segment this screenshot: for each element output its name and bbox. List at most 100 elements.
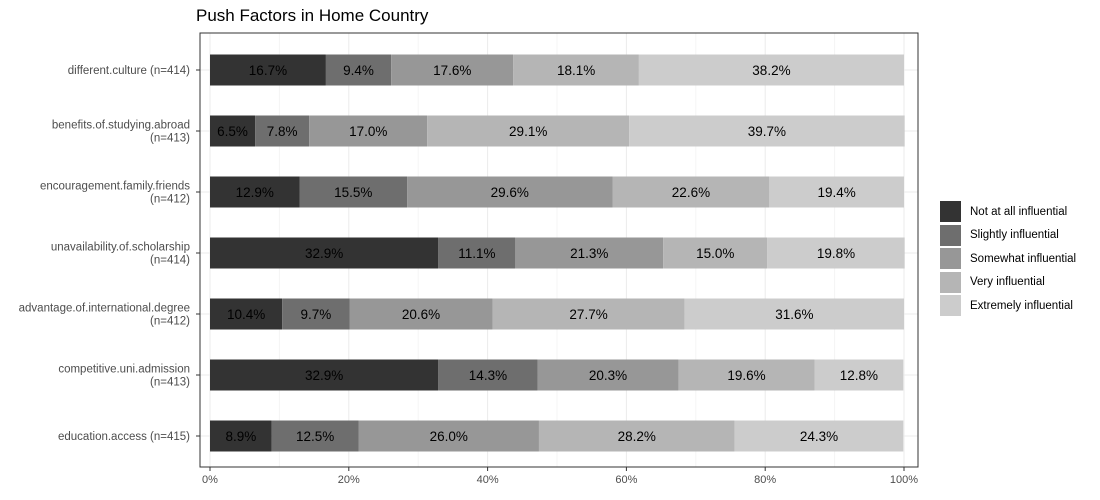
- legend-item: Extremely influential: [940, 294, 1076, 318]
- bar-segment: [769, 176, 904, 208]
- bar-segment: [309, 115, 428, 147]
- bar-segment: [537, 359, 679, 391]
- bar-value-label: 15.0%: [696, 246, 734, 261]
- bar-segment: [210, 176, 300, 208]
- bar-segment: [210, 420, 272, 452]
- legend-swatch: [940, 248, 961, 270]
- category-labels: different.culture (n=414) benefits.of.stu…: [19, 65, 200, 443]
- category-label: advantage.of.international.degree: [19, 303, 190, 315]
- bar-value-label: 21.3%: [570, 246, 608, 261]
- bar-labels: 16.7% 9.4% 17.6% 18.1% 38.2% 6.5% 7.8% 17.0% 29.…: [217, 63, 878, 444]
- category-label: education.access (n=415): [58, 431, 190, 443]
- legend-swatch: [940, 224, 961, 246]
- category-label: competitive.uni.admission: [58, 364, 190, 376]
- bar-segment: [515, 237, 664, 269]
- bar-segment: [814, 359, 904, 391]
- bar-segment: [513, 54, 639, 86]
- bar-value-label: 12.9%: [236, 185, 274, 200]
- bar-value-label: 6.5%: [217, 124, 248, 139]
- bar-segment: [629, 115, 905, 147]
- bar-segment: [612, 176, 770, 208]
- bar-segment: [271, 420, 359, 452]
- bar-value-label: 32.9%: [305, 246, 343, 261]
- x-tick-label: 100%: [890, 474, 918, 486]
- x-axis-ticks: 0% 20% 40% 60% 80% 100%: [202, 467, 918, 486]
- bar-segment: [210, 359, 439, 391]
- bar-value-label: 24.3%: [800, 429, 838, 444]
- bar-segment: [663, 237, 768, 269]
- legend-item: Very influential: [940, 271, 1076, 295]
- category-label: different.culture (n=414): [68, 65, 190, 77]
- bar-value-label: 10.4%: [227, 307, 265, 322]
- bar-segment: [684, 298, 904, 330]
- plot-panel-border: [199, 32, 919, 468]
- bar-value-label: 32.9%: [305, 368, 343, 383]
- bar-segment: [438, 359, 538, 391]
- bar-value-label: 11.1%: [458, 246, 495, 261]
- bar-segment: [358, 420, 539, 452]
- legend-label: Somewhat influential: [970, 252, 1077, 265]
- bar-segment: [538, 420, 735, 452]
- bar-value-label: 29.6%: [491, 185, 529, 200]
- bar-value-label: 22.6%: [672, 185, 710, 200]
- bar-segment: [282, 298, 350, 330]
- category-label: (n=413): [150, 377, 190, 389]
- legend-item: Not at all influential: [940, 200, 1076, 224]
- x-tick-label: 20%: [338, 474, 360, 486]
- x-tick-label: 60%: [615, 474, 637, 486]
- bar-segment: [210, 298, 283, 330]
- bar-segment: [638, 54, 904, 86]
- legend-label: Very influential: [970, 276, 1045, 289]
- bar-value-label: 9.7%: [300, 307, 331, 322]
- category-label: (n=413): [150, 133, 190, 145]
- category-label: benefits.of.studying.abroad: [52, 120, 190, 132]
- bar-segment: [427, 115, 630, 147]
- bar-value-label: 14.3%: [469, 368, 507, 383]
- bar-value-label: 38.2%: [752, 63, 790, 78]
- category-label: encouragement.family.friends: [40, 181, 190, 193]
- bar-value-label: 7.8%: [267, 124, 298, 139]
- bar-value-label: 29.1%: [509, 124, 547, 139]
- bar-value-label: 27.7%: [569, 307, 607, 322]
- bar-segment: [210, 115, 256, 147]
- bar-segment: [391, 54, 514, 86]
- bar-value-label: 17.6%: [433, 63, 471, 78]
- bar-segment: [767, 237, 905, 269]
- category-label: (n=412): [150, 194, 190, 206]
- legend: Not at all influential Slightly influenti…: [940, 200, 1076, 318]
- bar-value-label: 19.8%: [817, 246, 855, 261]
- bar-value-label: 12.8%: [840, 368, 878, 383]
- bar-value-label: 17.0%: [349, 124, 387, 139]
- bar-value-label: 20.3%: [589, 368, 627, 383]
- legend-item: Somewhat influential: [940, 247, 1076, 271]
- bar-value-label: 15.5%: [334, 185, 372, 200]
- bar-value-label: 12.5%: [296, 429, 334, 444]
- bar-value-label: 28.2%: [618, 429, 656, 444]
- bar-segment: [210, 237, 439, 269]
- bar-value-label: 31.6%: [775, 307, 813, 322]
- legend-item: Slightly influential: [940, 224, 1076, 248]
- bar-segment: [255, 115, 310, 147]
- bar-value-label: 26.0%: [430, 429, 468, 444]
- bars: [210, 54, 905, 452]
- bar-segment: [299, 176, 408, 208]
- bar-value-label: 16.7%: [249, 63, 287, 78]
- bar-segment: [325, 54, 392, 86]
- chart-title: Push Factors in Home Country: [196, 6, 429, 25]
- x-tick-label: 0%: [202, 474, 218, 486]
- bar-segment: [349, 298, 493, 330]
- bar-segment: [407, 176, 613, 208]
- bar-segment: [210, 54, 326, 86]
- x-tick-label: 40%: [477, 474, 499, 486]
- bar-value-label: 19.4%: [818, 185, 856, 200]
- legend-swatch: [940, 271, 961, 293]
- legend-label: Extremely influential: [970, 299, 1073, 312]
- bar-value-label: 8.9%: [225, 429, 256, 444]
- bar-segment: [492, 298, 685, 330]
- bar-value-label: 19.6%: [727, 368, 765, 383]
- bar-value-label: 39.7%: [748, 124, 786, 139]
- bar-segment: [734, 420, 904, 452]
- bar-segment: [438, 237, 516, 269]
- legend-swatch: [940, 201, 961, 223]
